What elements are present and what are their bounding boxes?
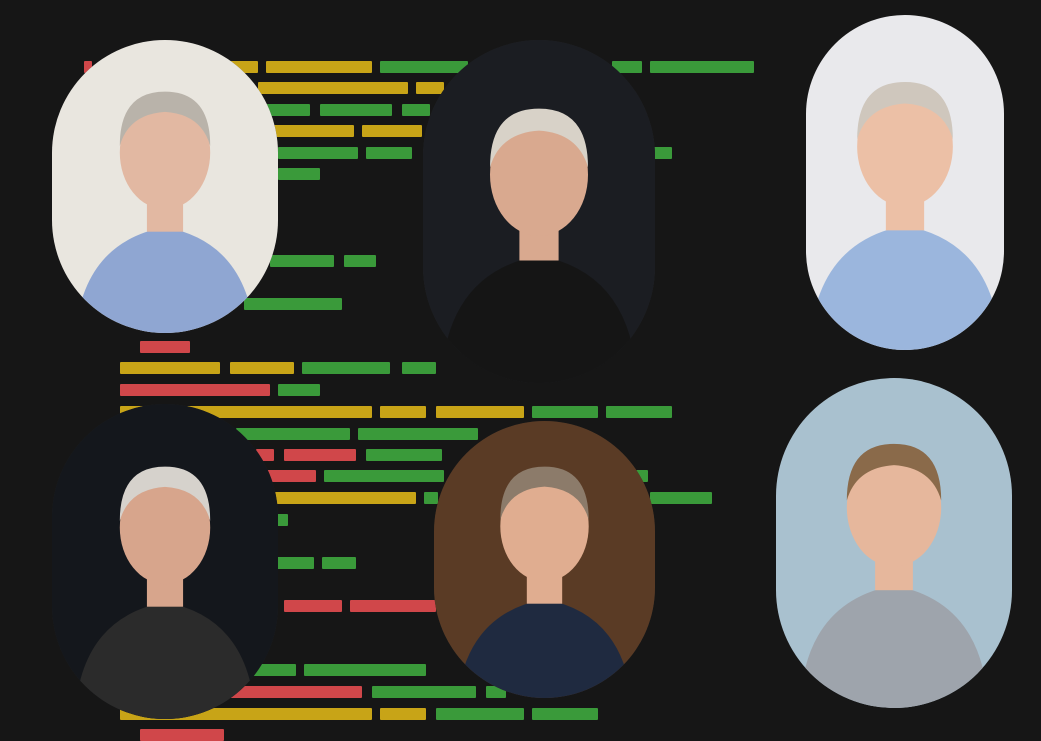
code-bar — [532, 406, 598, 418]
code-bar — [270, 492, 416, 504]
person-photo-icon — [52, 404, 278, 719]
code-bar — [140, 729, 224, 741]
portrait-photo-5 — [434, 421, 655, 698]
code-bar — [230, 686, 362, 698]
code-bar — [320, 104, 392, 116]
code-bar — [284, 600, 342, 612]
portrait-photo-3 — [806, 15, 1004, 350]
code-bar — [244, 298, 342, 310]
code-bar — [258, 82, 408, 94]
code-bar — [416, 82, 444, 94]
person-photo-icon — [776, 378, 1012, 708]
code-bar — [424, 492, 438, 504]
code-bar — [436, 406, 524, 418]
code-bar — [284, 449, 356, 461]
code-bar — [362, 125, 422, 137]
code-bar — [278, 147, 358, 159]
code-bar — [606, 406, 672, 418]
code-bar — [276, 557, 314, 569]
person-photo-icon — [52, 40, 278, 333]
person-photo-icon — [434, 421, 655, 698]
code-bar — [120, 384, 270, 396]
code-bar — [350, 600, 436, 612]
code-bar — [380, 708, 426, 720]
code-bar — [366, 147, 412, 159]
code-bar — [266, 470, 316, 482]
code-bar — [402, 104, 430, 116]
code-bar — [650, 147, 672, 159]
code-bar — [266, 61, 372, 73]
code-bar — [266, 104, 310, 116]
code-bar — [302, 362, 390, 374]
code-bar — [322, 557, 356, 569]
code-bar — [650, 61, 754, 73]
code-bar — [372, 686, 476, 698]
code-bar — [650, 492, 712, 504]
code-bar — [230, 362, 294, 374]
code-bar — [304, 664, 426, 676]
code-bar — [140, 341, 190, 353]
code-bar — [344, 255, 376, 267]
code-bar — [84, 61, 92, 73]
code-bar — [324, 470, 444, 482]
portrait-photo-4 — [52, 404, 278, 719]
code-bar — [436, 708, 524, 720]
code-bar — [236, 428, 350, 440]
code-bar — [358, 428, 478, 440]
code-bar — [366, 449, 442, 461]
code-bar — [274, 125, 354, 137]
code-bar — [380, 61, 468, 73]
person-photo-icon — [806, 15, 1004, 350]
portrait-photo-6 — [776, 378, 1012, 708]
code-bar — [120, 362, 220, 374]
portrait-photo-1 — [52, 40, 278, 333]
portrait-photo-2 — [423, 40, 655, 383]
code-bar — [532, 708, 598, 720]
person-photo-icon — [423, 40, 655, 383]
code-bar — [270, 255, 334, 267]
code-bar — [380, 406, 426, 418]
code-bar — [402, 362, 436, 374]
code-bar — [278, 168, 320, 180]
code-bar — [276, 514, 288, 526]
code-bar — [278, 384, 320, 396]
code-bar — [612, 61, 642, 73]
